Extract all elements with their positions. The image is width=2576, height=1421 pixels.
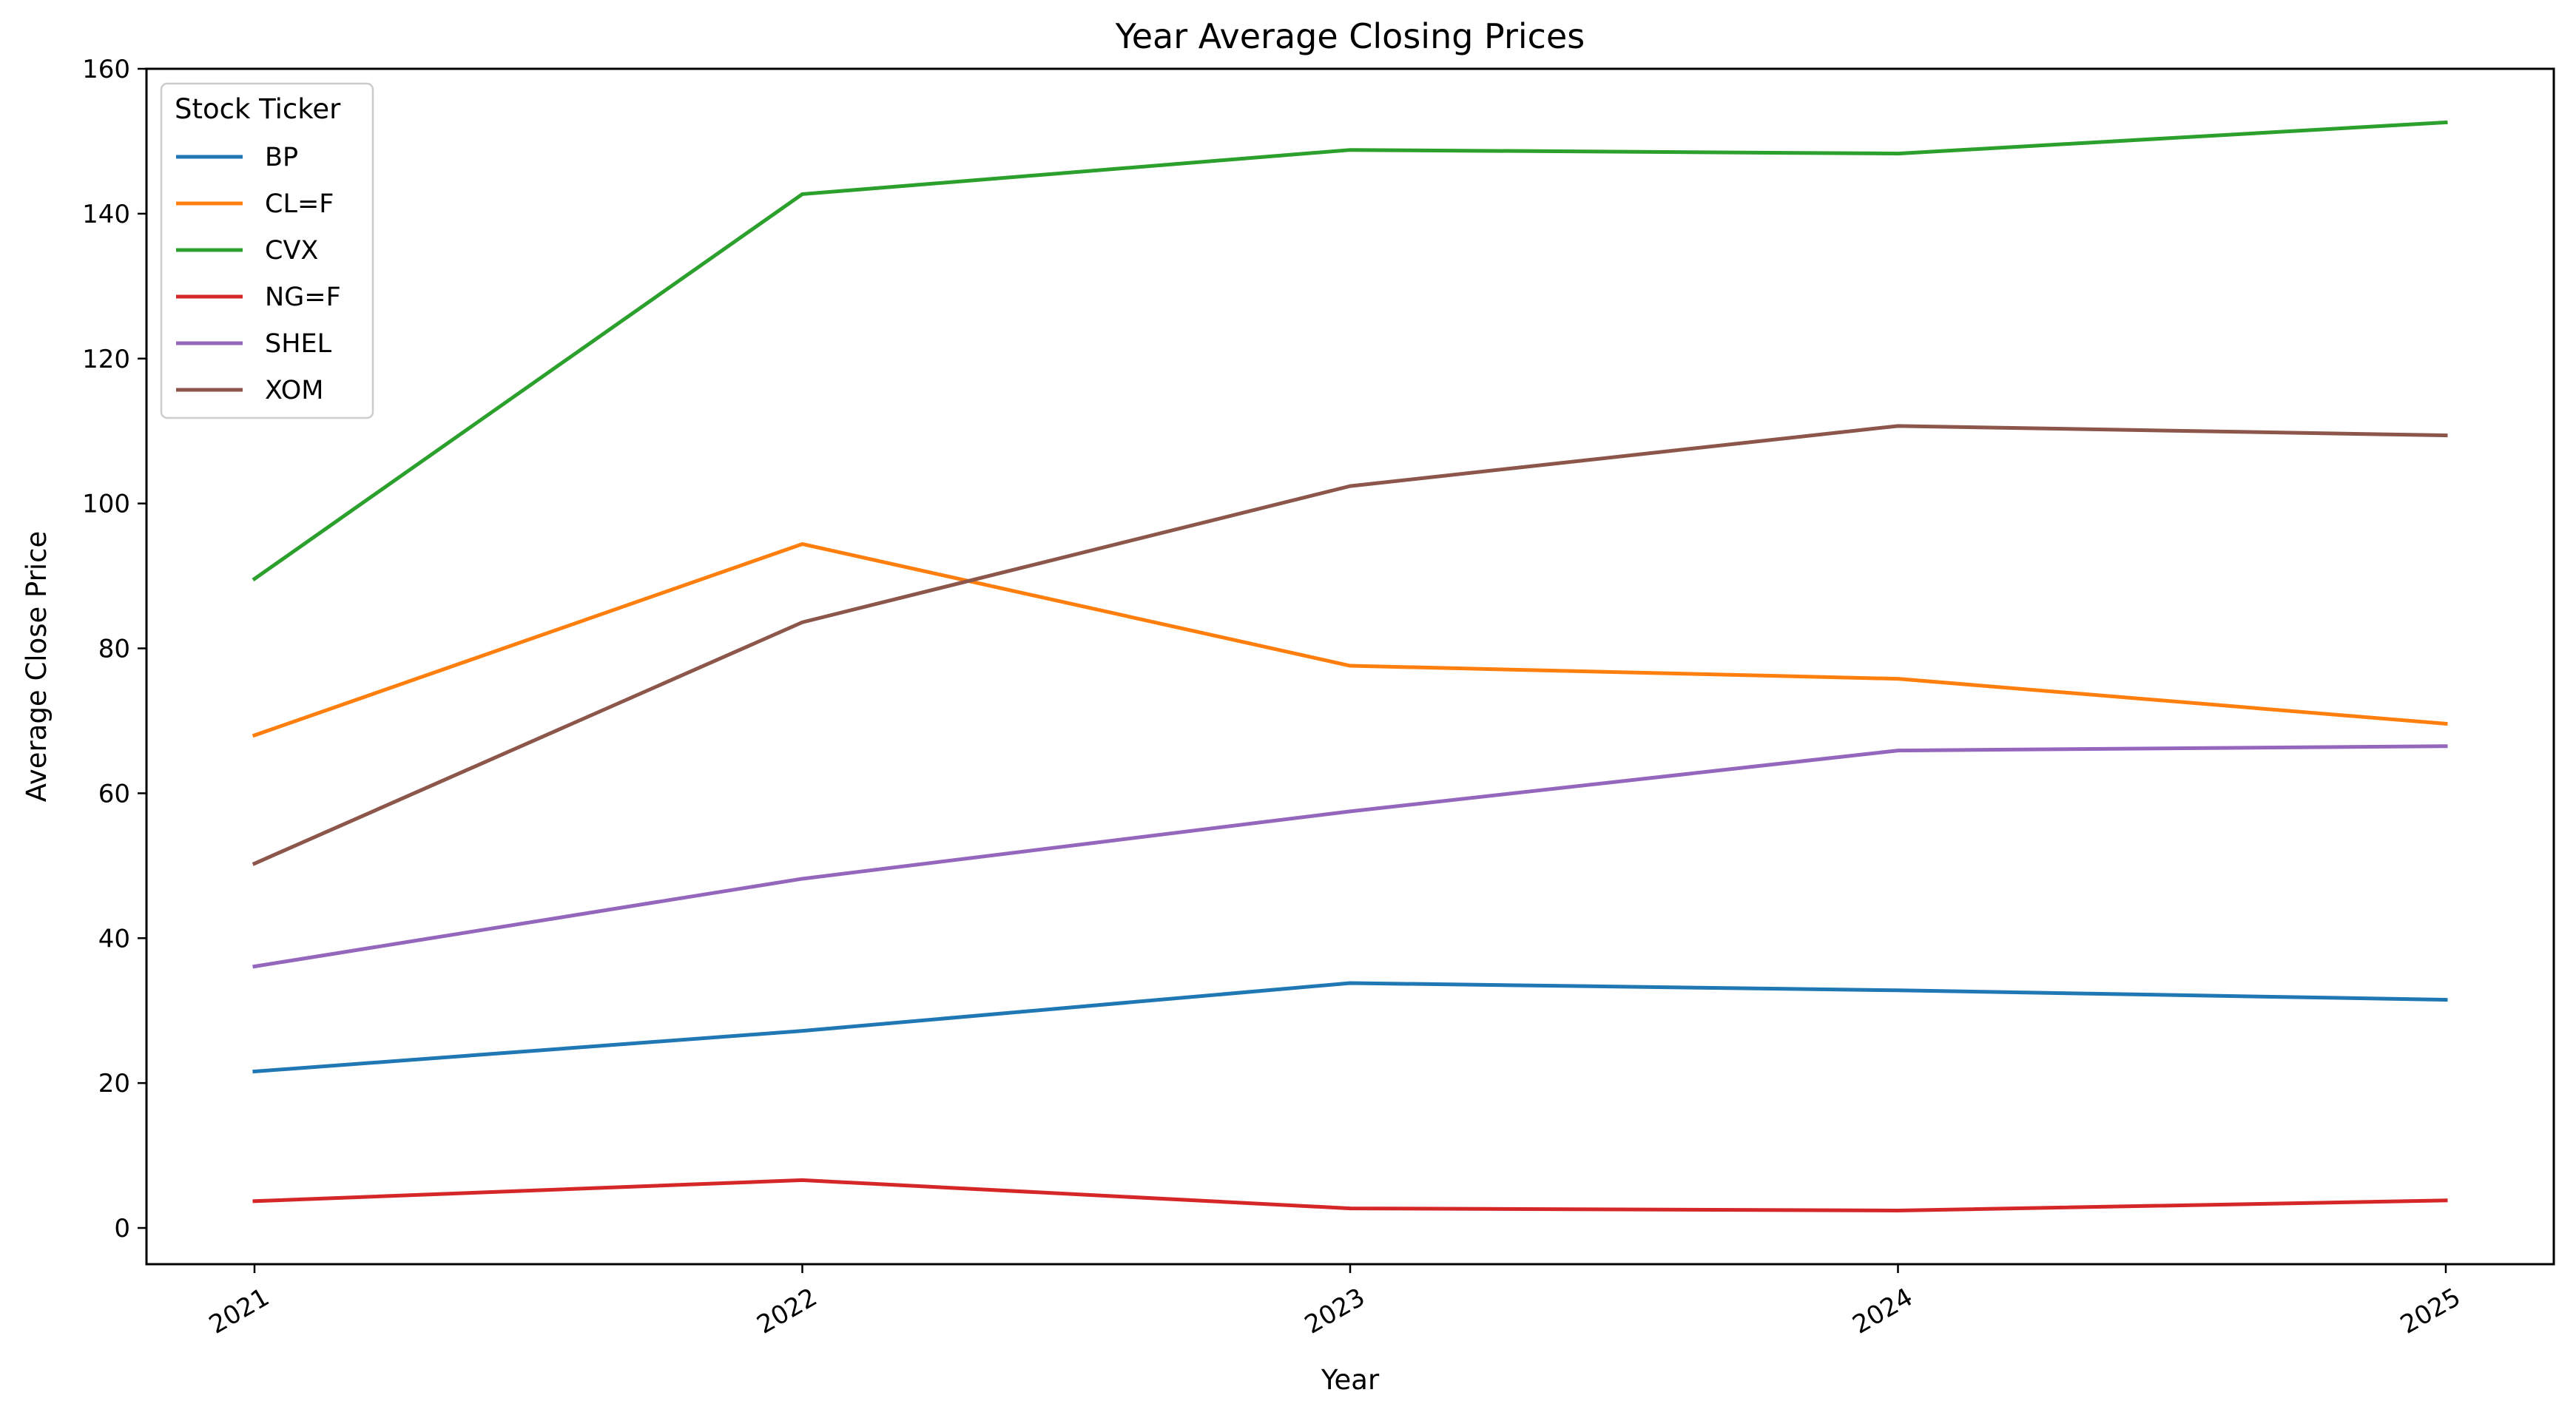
legend-label-xom: XOM: [265, 376, 324, 405]
y-axis-ticks: 0 20 40 60 80 100 120 140 160: [82, 55, 146, 1243]
legend-title: Stock Ticker: [175, 93, 341, 125]
legend-label-bp: BP: [265, 143, 298, 172]
y-tick-label: 140: [82, 200, 130, 229]
legend-label-ng-f: NG=F: [265, 283, 341, 312]
x-tick-label: 2021: [204, 1283, 274, 1340]
series-line-bp: [252, 981, 2448, 1074]
legend-label-shel: SHEL: [265, 329, 332, 359]
y-tick-label: 40: [98, 924, 130, 953]
y-tick-label: 60: [98, 779, 130, 809]
legend-label-cl-f: CL=F: [265, 189, 334, 219]
x-tick-label: 2022: [752, 1283, 822, 1340]
x-tick-label: 2025: [2395, 1283, 2466, 1340]
x-axis-label: Year: [1321, 1364, 1380, 1396]
series-line-xom: [252, 424, 2448, 866]
y-axis-label: Average Close Price: [21, 531, 53, 803]
series-line-cvx: [252, 120, 2448, 581]
chart-title: Year Average Closing Prices: [1115, 16, 1585, 56]
x-axis-ticks: 2021 2022 2023 2024 2025: [204, 1264, 2466, 1340]
legend-label-cvx: CVX: [265, 236, 318, 266]
x-tick-label: 2024: [1847, 1283, 1918, 1340]
series-line-shel: [252, 744, 2448, 969]
x-tick-label: 2023: [1300, 1283, 1370, 1340]
y-tick-label: 120: [82, 345, 130, 374]
y-tick-label: 100: [82, 490, 130, 519]
y-tick-label: 0: [114, 1214, 130, 1243]
y-tick-label: 80: [98, 635, 130, 664]
y-tick-label: 20: [98, 1069, 130, 1098]
y-tick-label: 160: [82, 55, 130, 84]
legend-items: BP CL=F CVX NG=F SHEL XOM: [176, 143, 341, 405]
plot-lines: [252, 120, 2448, 1213]
legend-box: [160, 82, 374, 419]
series-line-cl-f: [252, 541, 2448, 738]
legend: Stock Ticker BP CL=F CVX NG=F SHEL XOM: [160, 82, 374, 419]
series-line-ng-f: [252, 1178, 2448, 1213]
